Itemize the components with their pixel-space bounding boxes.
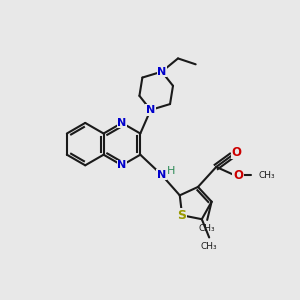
Text: CH₃: CH₃ — [201, 242, 217, 251]
Text: N: N — [117, 160, 127, 170]
Text: N: N — [157, 67, 167, 77]
Text: CH₃: CH₃ — [199, 224, 215, 233]
Text: H: H — [167, 166, 175, 176]
Text: O: O — [232, 146, 242, 159]
Text: N: N — [117, 118, 127, 128]
Text: CH₃: CH₃ — [259, 171, 276, 180]
Text: N: N — [146, 105, 155, 115]
Text: O: O — [233, 169, 243, 182]
Text: S: S — [178, 209, 187, 222]
Text: N: N — [157, 170, 166, 180]
